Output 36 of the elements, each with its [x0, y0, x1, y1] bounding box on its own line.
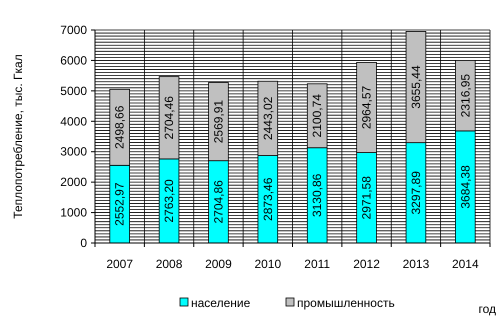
- x-axis-title: год: [478, 302, 496, 316]
- y-tick-label: 1000: [60, 206, 88, 220]
- data-label: 2873,46: [260, 177, 275, 221]
- y-tick-label: 0: [80, 236, 88, 250]
- y-tick-label: 2000: [60, 175, 88, 190]
- data-label: 2763,20: [162, 178, 176, 223]
- data-label: 2443,02: [260, 96, 275, 140]
- y-axis-title: Теплопотребление, тыс. Гкал: [11, 54, 25, 219]
- x-tick-label: 2007: [106, 257, 134, 271]
- data-label: 2552,97: [112, 182, 127, 226]
- data-label: 2498,66: [112, 105, 127, 149]
- x-tick-label: 2009: [205, 257, 232, 271]
- data-label: 3130,86: [310, 173, 324, 218]
- x-tick-label: 2008: [156, 257, 183, 271]
- data-label: 2704,46: [162, 96, 176, 140]
- y-tick-label: 6000: [60, 53, 88, 68]
- data-label: 2316,95: [458, 74, 472, 118]
- data-label: 2971,58: [360, 176, 374, 220]
- y-tick-label: 3000: [60, 144, 88, 159]
- x-tick-label: 2013: [402, 257, 430, 271]
- x-tick-label: 2012: [353, 257, 380, 271]
- data-label: 3297,89: [408, 170, 423, 215]
- data-label: 3684,38: [458, 164, 472, 209]
- data-label: 2704,86: [211, 180, 226, 224]
- data-label: 2100,74: [310, 94, 324, 138]
- x-tick-label: 2011: [304, 257, 330, 271]
- x-tick-label: 2014: [452, 257, 479, 271]
- data-label: 2569,91: [211, 100, 226, 144]
- y-tick-label: 4000: [60, 114, 88, 128]
- y-tick-label: 7000: [60, 23, 88, 37]
- y-tick-label: 5000: [60, 84, 88, 98]
- legend-label: промышленность: [297, 296, 395, 310]
- data-label: 3655,44: [408, 65, 423, 109]
- data-label: 2964,57: [360, 85, 374, 130]
- legend-label: население: [191, 296, 251, 310]
- x-tick-label: 2010: [254, 257, 282, 271]
